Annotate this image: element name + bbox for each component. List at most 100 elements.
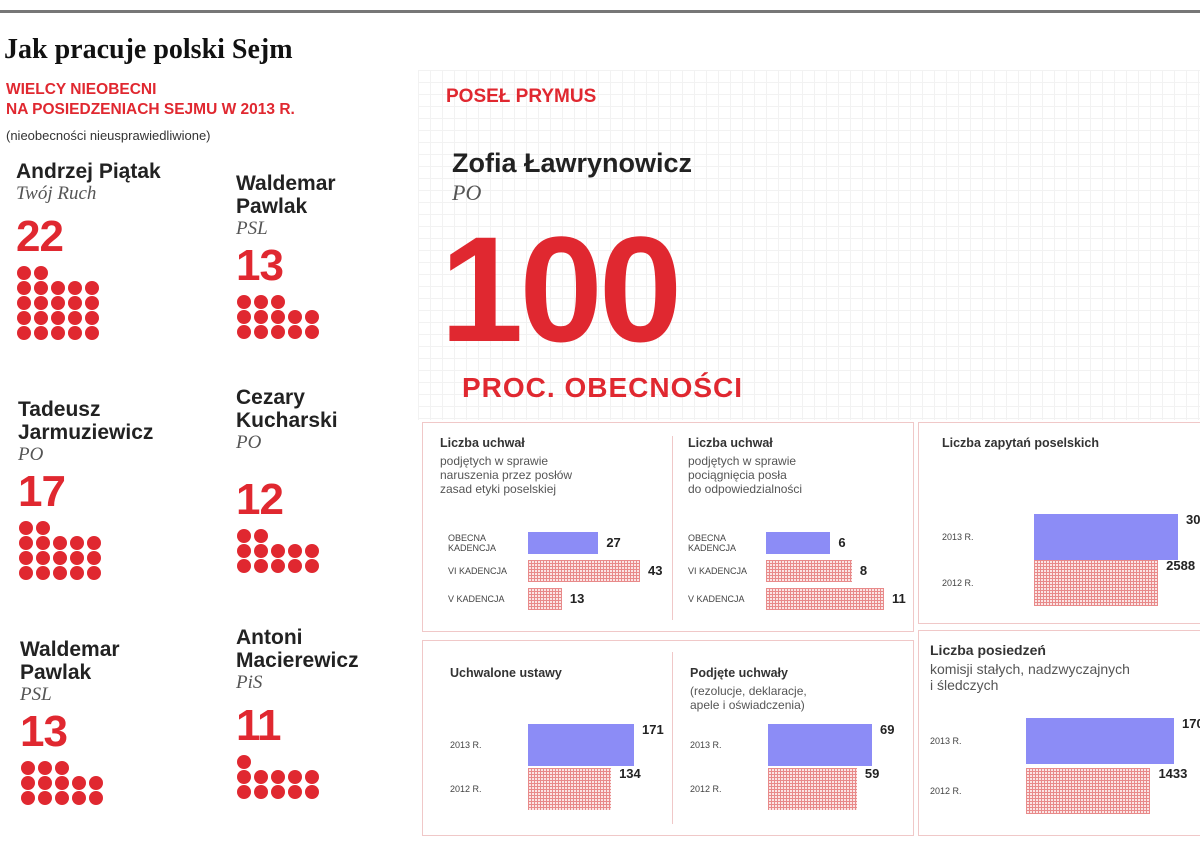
- absence-dot: [237, 310, 251, 324]
- absence-dot: [237, 770, 251, 784]
- absence-dot: [38, 776, 52, 790]
- politician-card: Tadeusz Jarmuziewicz PO 17: [18, 398, 153, 580]
- absence-dots: [18, 520, 108, 580]
- absence-dot: [87, 551, 101, 565]
- bar: [1034, 560, 1159, 606]
- bar: [1026, 718, 1174, 764]
- absence-dot: [19, 551, 33, 565]
- absence-dot: [34, 296, 48, 310]
- value-label: 13: [569, 591, 585, 606]
- prymus-background: [418, 70, 1200, 420]
- absence-dot: [271, 295, 285, 309]
- absence-dot: [34, 266, 48, 280]
- absence-dot: [17, 326, 31, 340]
- dots-svg: [17, 266, 99, 340]
- absence-dot: [85, 311, 99, 325]
- absence-dots: [16, 265, 106, 340]
- absence-dot: [271, 544, 285, 558]
- chart-description: pociągnięcia posła: [688, 468, 787, 482]
- absent-title-line-2: NA POSIEDZENIACH SEJMU W 2013 R.: [6, 101, 295, 118]
- chart-description: naruszenia przez posłów: [440, 468, 573, 482]
- absence-dot: [55, 776, 69, 790]
- absence-dot: [305, 785, 319, 799]
- politician-name-line-2: Pawlak: [20, 661, 92, 684]
- politician-party: PSL: [20, 684, 52, 705]
- value-label: 1704: [1182, 716, 1200, 731]
- absence-dot: [19, 536, 33, 550]
- value-label: 27: [606, 535, 621, 550]
- dots-svg: [237, 295, 319, 339]
- prymus-party: PO: [452, 180, 482, 205]
- prymus-label: POSEŁ PRYMUS: [446, 86, 597, 107]
- absence-dot: [288, 770, 302, 784]
- value-label: 3001: [1186, 512, 1200, 527]
- politician-card: Andrzej Piątak Twój Ruch 22: [16, 160, 161, 340]
- politician-party: PO: [18, 444, 44, 465]
- category-label: 2013 R.: [930, 736, 962, 746]
- bar: [768, 768, 857, 810]
- absence-dot: [38, 761, 52, 775]
- absence-dot: [288, 325, 302, 339]
- bar: [1034, 514, 1178, 560]
- bar: [766, 560, 852, 582]
- bar: [768, 724, 872, 766]
- politician-absence-count: 22: [16, 212, 64, 261]
- absence-dot: [68, 296, 82, 310]
- bar: [528, 724, 634, 766]
- politician-name-line-1: Antoni: [236, 626, 303, 649]
- panel-divider: [672, 652, 673, 824]
- value-label: 43: [648, 563, 663, 578]
- absence-dot: [237, 755, 251, 769]
- absence-dot: [51, 281, 65, 295]
- bar: [1026, 768, 1151, 814]
- category-label: V KADENCJA: [448, 594, 505, 604]
- value-label: 69: [880, 722, 895, 737]
- absence-dot: [51, 311, 65, 325]
- absence-dot: [36, 566, 50, 580]
- absence-dot: [288, 559, 302, 573]
- politician-name-line-1: Cezary: [236, 386, 305, 409]
- absence-dot: [53, 551, 67, 565]
- politician-absence-count: 12: [236, 475, 284, 524]
- absent-section-title: WIELCY NIEOBECNI NA POSIEDZENIACH SEJMU …: [6, 80, 295, 120]
- absence-dot: [34, 311, 48, 325]
- absence-dot: [36, 551, 50, 565]
- page-title: Jak pracuje polski Sejm: [4, 34, 293, 65]
- chart-description: (rezolucje, deklaracje,: [690, 684, 807, 698]
- absence-dot: [237, 559, 251, 573]
- politician-name-line-1: Waldemar: [20, 638, 120, 661]
- chart-description: komisji stałych, nadzwyczajnych: [930, 661, 1130, 677]
- chart-description: i śledczych: [930, 677, 999, 693]
- bar: [766, 588, 884, 610]
- politician-name-line-1: Waldemar: [236, 172, 336, 195]
- absence-dot: [17, 266, 31, 280]
- category-label: 2013 R.: [690, 740, 722, 750]
- category-label: 2013 R.: [942, 532, 974, 542]
- absence-dot: [68, 281, 82, 295]
- politician-name-line-2: Kucharski: [236, 409, 338, 432]
- absence-dot: [17, 281, 31, 295]
- politician-name-line-2: Pawlak: [236, 195, 308, 218]
- attendance-caption: PROC. OBECNOŚCI: [462, 372, 744, 403]
- category-label: 2012 R.: [942, 578, 974, 588]
- chart-committee-sessions: Liczba posiedzeń komisji stałych, nadzwyc…: [930, 642, 1200, 842]
- absent-note: (nieobecności nieusprawiedliwione): [6, 128, 211, 143]
- chart-passed-laws: Uchwalone ustawy 2013 R. 171 2012 R. 134: [450, 666, 710, 866]
- bar: [528, 560, 640, 582]
- absence-dot: [254, 559, 268, 573]
- politician-party: PO: [236, 432, 262, 453]
- absence-dot: [68, 326, 82, 340]
- absence-dot: [17, 296, 31, 310]
- value-label: 6: [838, 535, 846, 550]
- politician-party: Twój Ruch: [16, 183, 97, 204]
- category-label: VI KADENCJA: [688, 566, 748, 576]
- absence-dot: [254, 770, 268, 784]
- absence-dots: [236, 528, 326, 573]
- absence-dots: [20, 760, 110, 805]
- top-rule: [0, 10, 1200, 13]
- value-label: 171: [642, 722, 664, 737]
- category-label: 2012 R.: [690, 784, 722, 794]
- absence-dot: [271, 325, 285, 339]
- absence-dot: [36, 536, 50, 550]
- value-label: 1433: [1158, 766, 1188, 781]
